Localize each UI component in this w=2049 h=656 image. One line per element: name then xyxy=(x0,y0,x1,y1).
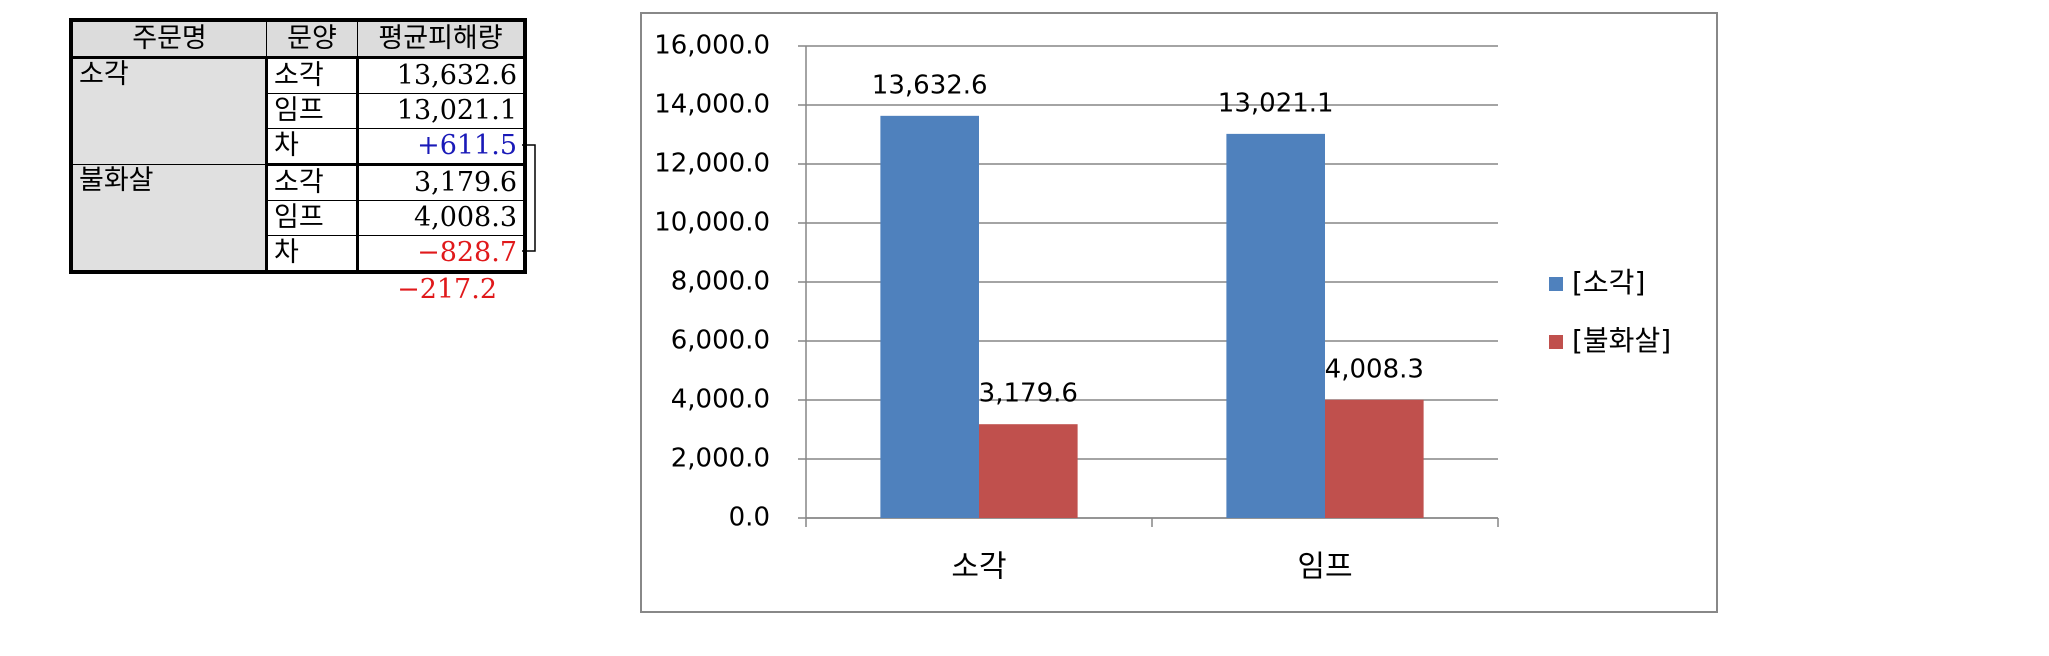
value-cell: 4,008.3 xyxy=(357,200,526,236)
y-tick-label: 12,000.0 xyxy=(654,149,770,179)
legend-swatch xyxy=(1549,335,1563,349)
legend-swatch xyxy=(1549,277,1563,291)
x-tick-label: 임프 xyxy=(1297,550,1352,585)
group-name: 소각 xyxy=(70,57,268,165)
y-tick-label: 4,000.0 xyxy=(671,385,770,415)
value-label: 13,021.1 xyxy=(1218,88,1334,118)
table: 주문명 문양 평균피해량 소각 소각 13,632.6 임프 13,021.1 차 +611.5 불… xyxy=(69,18,527,274)
chart-frame xyxy=(640,12,1718,613)
legend-label: [소각] xyxy=(1572,266,1645,299)
value-cell: 13,632.6 xyxy=(357,57,526,94)
value-cell: −828.7 xyxy=(357,235,526,274)
pattern-cell: 차 xyxy=(266,235,359,274)
pattern-cell: 임프 xyxy=(266,93,359,129)
y-tick-label: 14,000.0 xyxy=(654,90,770,120)
legend-label: [불화살] xyxy=(1572,324,1671,357)
table-row: 차 −828.7 xyxy=(71,235,526,274)
table-row: 불화살 소각 3,179.6 xyxy=(70,164,526,273)
value-label: 3,179.6 xyxy=(979,379,1078,409)
pattern-cell: 차 xyxy=(266,128,359,166)
pattern-cell: 소각 xyxy=(266,57,359,94)
header-row: 주문명 문양 평균피해량 xyxy=(70,19,526,59)
y-tick-label: 16,000.0 xyxy=(654,31,770,61)
bar xyxy=(979,424,1078,518)
bar xyxy=(880,115,979,518)
y-tick-label: 6,000.0 xyxy=(671,326,770,356)
table-row: 소각 소각 13,632.6 xyxy=(70,57,526,165)
bracket xyxy=(522,144,536,252)
pattern-cell: 임프 xyxy=(266,200,359,236)
table-row: 임프 13,021.1 xyxy=(71,93,526,129)
table-row: 차 +611.5 xyxy=(71,128,526,166)
header-cell: 문양 xyxy=(266,19,358,59)
y-tick-label: 10,000.0 xyxy=(654,208,770,238)
pattern-cell: 소각 xyxy=(266,164,359,201)
y-tick-label: 8,000.0 xyxy=(671,267,770,297)
value-label: 13,632.6 xyxy=(872,70,988,100)
value-label: 4,008.3 xyxy=(1325,354,1424,384)
value-cell: +611.5 xyxy=(357,128,526,166)
y-tick-label: 2,000.0 xyxy=(671,444,770,474)
header-cell: 주문명 xyxy=(70,19,267,59)
value-cell: 13,021.1 xyxy=(357,93,526,129)
value-cell: 3,179.6 xyxy=(357,164,526,201)
group-name: 불화살 xyxy=(70,164,268,273)
bar xyxy=(1325,399,1424,518)
header-cell: 평균피해량 xyxy=(357,19,526,59)
bar xyxy=(1226,133,1325,518)
total: −217.2 xyxy=(397,274,497,305)
x-tick-label: 소각 xyxy=(951,550,1006,585)
y-tick-label: 0.0 xyxy=(729,503,770,533)
table-row: 임프 4,008.3 xyxy=(71,200,526,236)
